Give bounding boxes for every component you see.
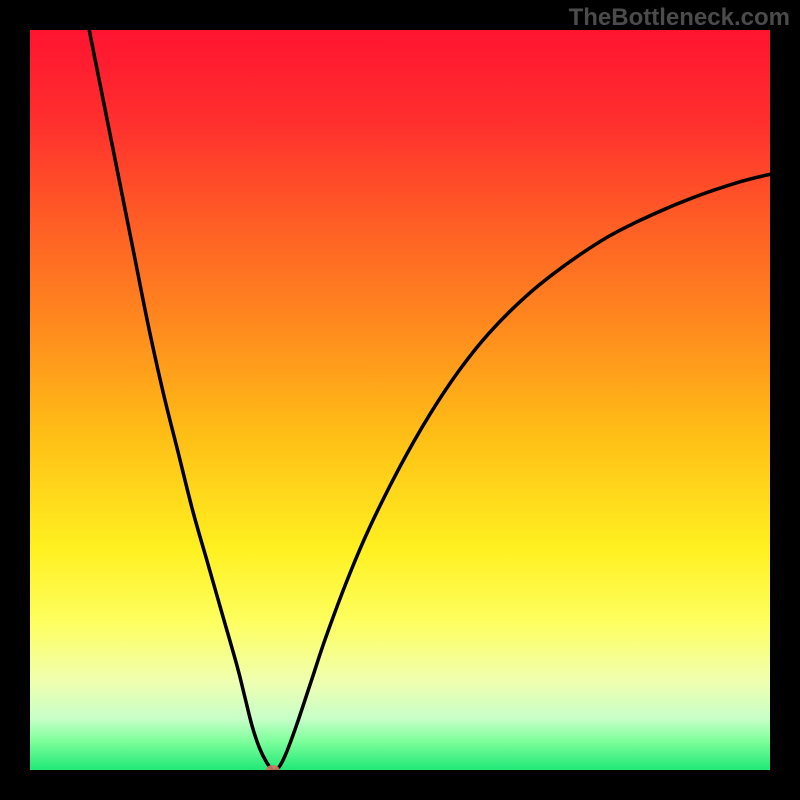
bottleneck-curve xyxy=(89,30,770,770)
curve-svg xyxy=(30,30,770,770)
watermark-text: TheBottleneck.com xyxy=(569,4,790,32)
plot-area xyxy=(30,30,770,770)
chart-container: TheBottleneck.com xyxy=(0,0,800,800)
